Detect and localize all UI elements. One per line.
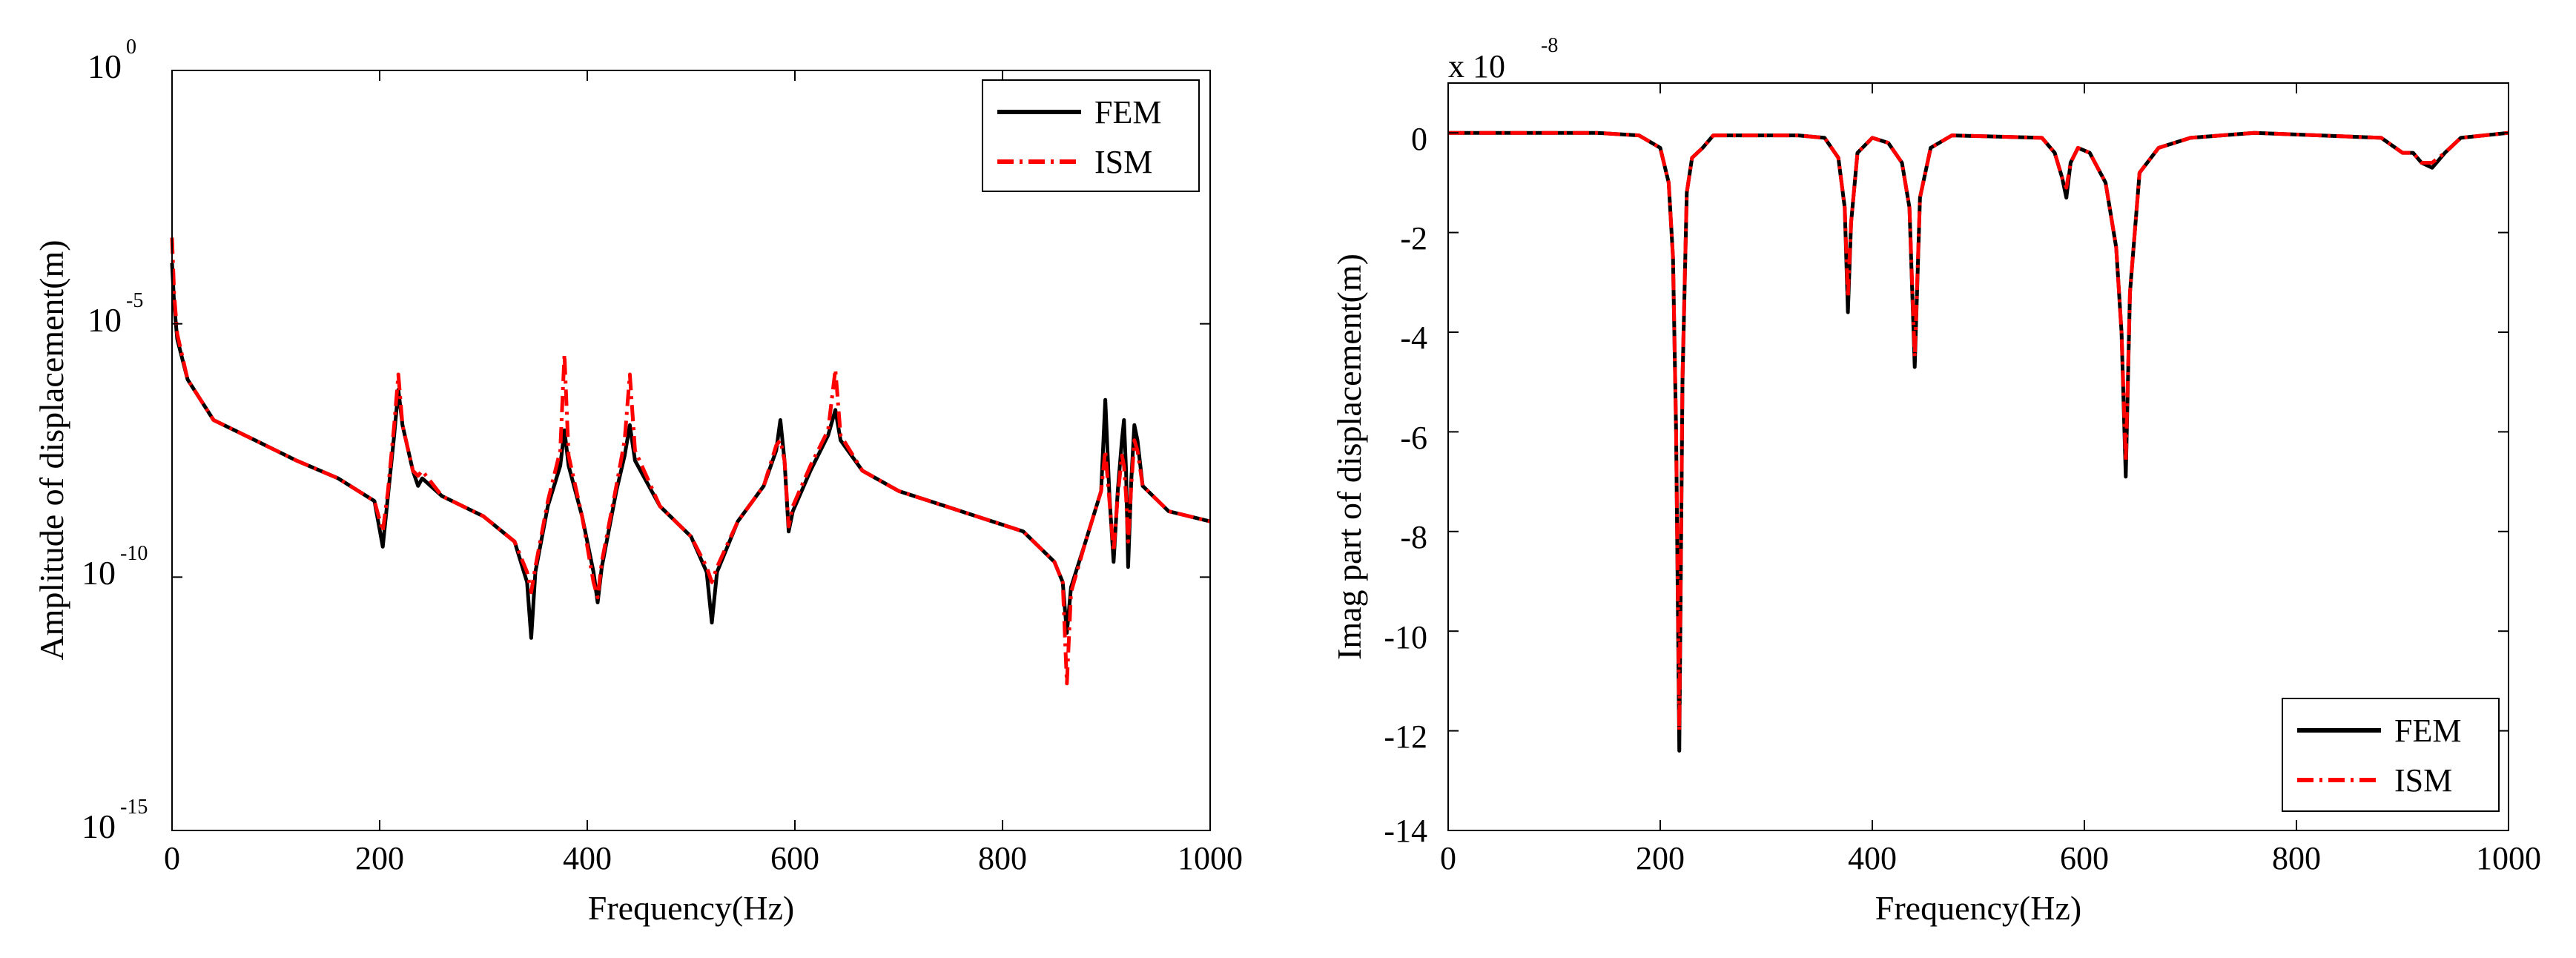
right-ticks — [1447, 83, 2509, 831]
left-chart: 0 200 400 600 800 1000 10 0 10 -5 10 -10… — [33, 36, 1243, 927]
left-ticks — [171, 70, 1211, 831]
right-y-tick-label: -10 — [1384, 619, 1427, 655]
left-lines — [170, 237, 1211, 686]
left-x-tick-label: 400 — [563, 840, 612, 876]
right-x-tick-label: 600 — [2060, 840, 2109, 876]
right-x-tick-label: 1000 — [2476, 840, 2541, 876]
right-y-tick-label: -8 — [1400, 519, 1427, 555]
right-y-tick-label: -2 — [1400, 220, 1427, 257]
left-y-tick-label: 10 -10 — [82, 542, 148, 592]
left-x-tick-label: 0 — [164, 840, 180, 876]
right-y-tick-label: 0 — [1411, 121, 1427, 157]
right-x-tick-label: 200 — [1636, 840, 1685, 876]
left-legend: FEM ISM — [982, 79, 1200, 192]
left-y-tick-label: 10 -15 — [82, 796, 148, 845]
right-x-tick-label: 800 — [2272, 840, 2321, 876]
right-y-axis-title: Imag part of displacement(m) — [1330, 254, 1368, 660]
right-series-ism — [1448, 131, 2509, 733]
right-x-tick-label: 400 — [1848, 840, 1897, 876]
svg-text:10: 10 — [82, 807, 116, 845]
right-plot-frame — [1447, 82, 2509, 831]
left-y-tick-label: 10 -5 — [87, 289, 143, 339]
left-legend-box — [982, 79, 1200, 192]
svg-text:10: 10 — [87, 47, 122, 85]
right-x-axis-title: Frequency(Hz) — [1875, 889, 2081, 927]
right-legend-fem-label: FEM — [2394, 713, 2461, 749]
svg-text:-8: -8 — [1541, 34, 1558, 57]
left-x-tick-label: 800 — [978, 840, 1027, 876]
right-legend-box — [2282, 698, 2500, 812]
left-legend-fem-label: FEM — [1094, 94, 1161, 131]
left-series-ism — [170, 237, 1211, 686]
right-chart: x 10 -8 0 200 400 600 800 1000 0 -2 -4 -… — [1330, 34, 2541, 927]
right-x-tick-label: 0 — [1440, 840, 1456, 876]
left-y-tick-label: 10 0 — [87, 36, 136, 85]
left-x-tick-label: 200 — [355, 840, 404, 876]
right-legend: FEM ISM — [2282, 698, 2500, 812]
left-series-fem — [170, 262, 1211, 640]
left-x-tick-label: 1000 — [1178, 840, 1243, 876]
svg-text:10: 10 — [82, 554, 116, 592]
left-x-tick-label: 600 — [770, 840, 819, 876]
svg-text:-15: -15 — [120, 796, 148, 819]
left-legend-ism-label: ISM — [1094, 144, 1152, 180]
right-y-tick-label: -14 — [1384, 813, 1427, 849]
right-series-fem — [1448, 131, 2509, 753]
left-y-axis-title: Amplitude of displacement(m) — [33, 240, 70, 660]
left-plot-frame — [171, 70, 1211, 831]
right-scale-label: x 10 -8 — [1448, 34, 1558, 85]
right-y-tick-label: -6 — [1400, 420, 1427, 456]
svg-text:-10: -10 — [120, 542, 148, 565]
right-y-tick-label: -4 — [1400, 320, 1427, 356]
left-x-axis-title: Frequency(Hz) — [588, 889, 794, 927]
svg-text:x 10: x 10 — [1448, 48, 1505, 85]
svg-text:-5: -5 — [126, 289, 143, 312]
right-lines — [1448, 131, 2509, 753]
svg-text:10: 10 — [87, 301, 122, 339]
right-legend-ism-label: ISM — [2394, 762, 2452, 799]
right-y-tick-label: -12 — [1384, 718, 1427, 755]
svg-text:0: 0 — [126, 36, 136, 59]
